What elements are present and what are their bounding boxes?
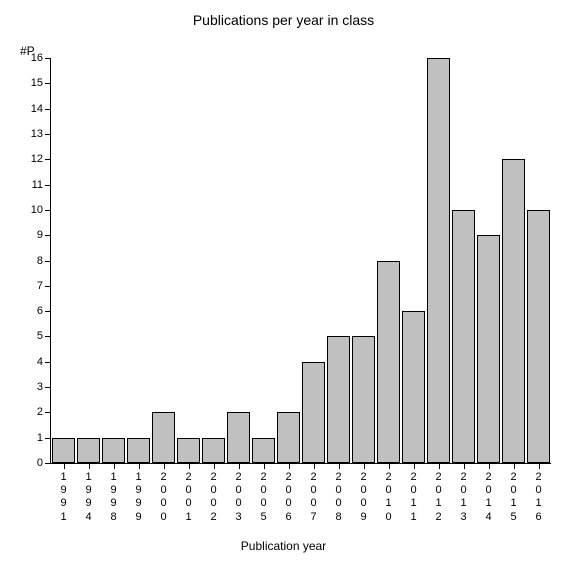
y-tick-label: 10: [31, 204, 51, 216]
x-tick-label: 2009: [358, 463, 370, 524]
bar: [252, 438, 275, 463]
y-tick-label: 5: [37, 330, 51, 342]
y-tick-label: 4: [37, 356, 51, 368]
y-tick-label: 15: [31, 77, 51, 89]
x-tick-label: 2005: [258, 463, 270, 524]
x-tick-label: 1991: [58, 463, 70, 524]
x-tick-label: 1994: [83, 463, 95, 524]
y-tick-label: 13: [31, 128, 51, 140]
bar: [277, 412, 300, 463]
bar: [202, 438, 225, 463]
y-tick-label: 8: [37, 255, 51, 267]
x-axis-title: Publication year: [0, 539, 567, 553]
x-tick-label: 2015: [508, 463, 520, 524]
x-tick-label: 2011: [408, 463, 420, 524]
x-tick-label: 2003: [233, 463, 245, 524]
x-tick-label: 2008: [333, 463, 345, 524]
bar: [477, 235, 500, 463]
x-tick-label: 2006: [283, 463, 295, 524]
bar: [127, 438, 150, 463]
bar: [327, 336, 350, 463]
bar: [452, 210, 475, 463]
bar: [502, 159, 525, 463]
bar: [102, 438, 125, 463]
x-tick-label: 2014: [483, 463, 495, 524]
x-tick-label: 2012: [433, 463, 445, 524]
y-tick-label: 14: [31, 103, 51, 115]
y-tick-label: 3: [37, 381, 51, 393]
bar: [302, 362, 325, 463]
bar: [227, 412, 250, 463]
x-tick-label: 2007: [308, 463, 320, 524]
bar: [377, 261, 400, 464]
x-tick-label: 2002: [208, 463, 220, 524]
y-tick-label: 2: [37, 406, 51, 418]
x-tick-label: 1999: [133, 463, 145, 524]
x-tick-label: 2000: [158, 463, 170, 524]
bar: [77, 438, 100, 463]
bar: [402, 311, 425, 463]
x-tick-label: 2010: [383, 463, 395, 524]
y-tick-label: 6: [37, 305, 51, 317]
y-tick-label: 9: [37, 229, 51, 241]
bar: [352, 336, 375, 463]
x-tick-label: 1998: [108, 463, 120, 524]
x-tick-label: 2013: [458, 463, 470, 524]
x-tick-label: 2001: [183, 463, 195, 524]
bar: [52, 438, 75, 463]
x-tick-label: 2016: [533, 463, 545, 524]
bar: [152, 412, 175, 463]
y-tick-label: 11: [32, 179, 51, 191]
bar: [427, 58, 450, 463]
bar: [527, 210, 550, 463]
y-tick-label: 1: [37, 432, 51, 444]
y-tick-label: 7: [37, 280, 51, 292]
y-tick-label: 12: [31, 153, 51, 165]
plot-area: 0123456789101112131415161991199419981999…: [50, 58, 551, 464]
y-tick-label: 16: [31, 52, 51, 64]
bar: [177, 438, 200, 463]
bar-chart: Publications per year in class #P 012345…: [0, 0, 567, 567]
y-tick-label: 0: [37, 457, 51, 469]
chart-title: Publications per year in class: [0, 12, 567, 28]
